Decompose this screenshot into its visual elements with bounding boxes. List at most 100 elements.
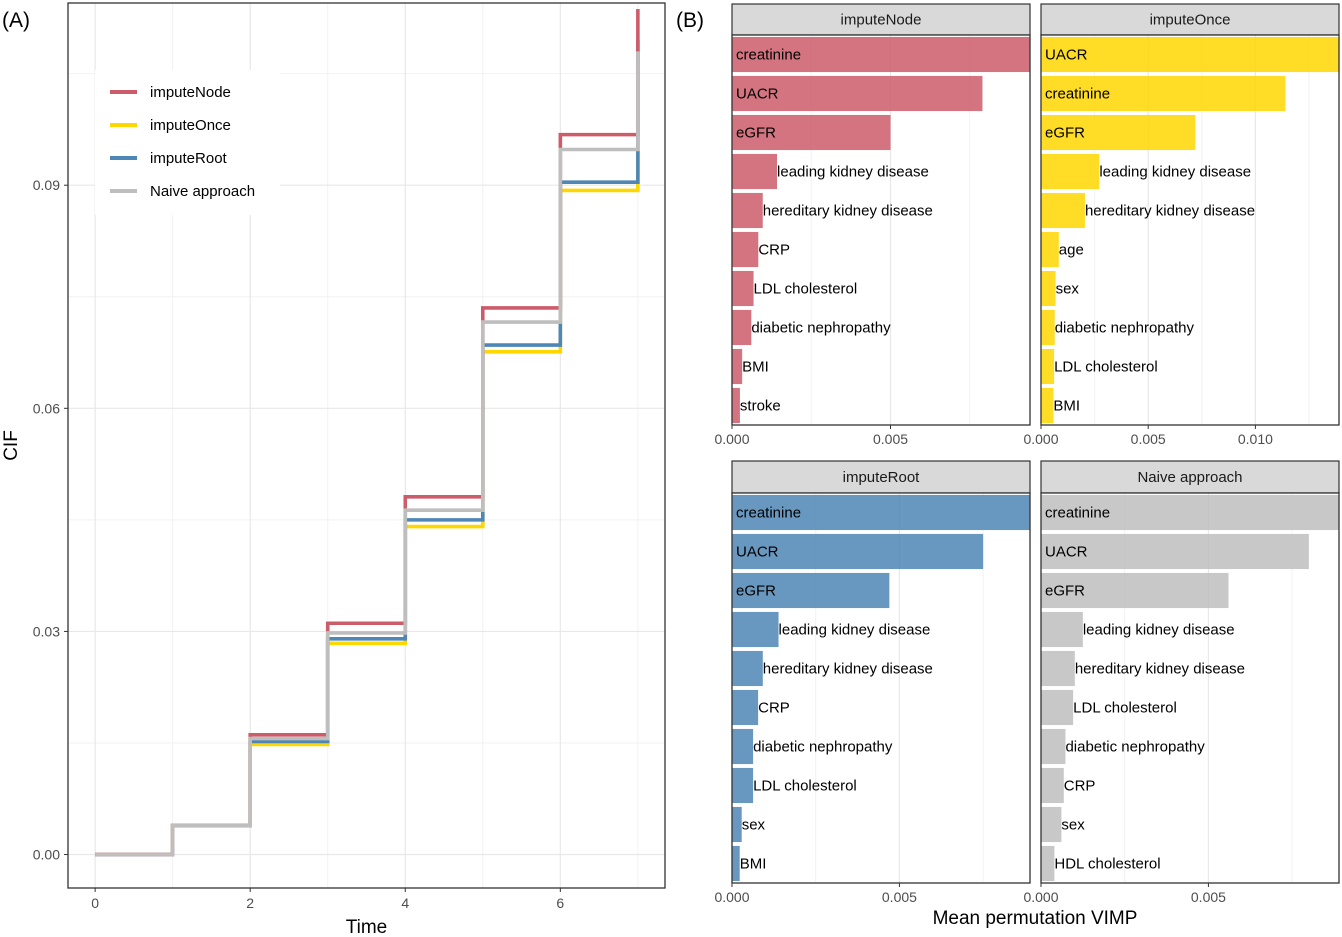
bar-label-leading-kidney-disease: leading kidney disease [777, 164, 929, 181]
facet-imputeonce: imputeOnce UACR creatinine eGFR leading kidn… [1023, 3, 1340, 447]
bar-bmi [1041, 387, 1054, 424]
vimp-facet-bar-charts: imputeNode creatinine UACR eGFR leading kidn… [714, 3, 1340, 905]
facet-strip-label: imputeOnce [1150, 12, 1231, 29]
bar-uacr [732, 75, 983, 112]
bar-label-bmi: BMI [740, 856, 767, 873]
facet-naive-approach: Naive approach creatinine UACR eGFR leading … [1023, 460, 1340, 905]
bar-label-sex: sex [742, 817, 766, 834]
bar-uacr [732, 533, 984, 570]
bar-creatinine [732, 36, 1030, 73]
facet-x-tick-label: 0.000 [714, 889, 749, 905]
facet-plot-border [731, 34, 1031, 426]
cif-y-tick-label: 0.09 [33, 177, 60, 193]
bar-egfr [732, 572, 890, 609]
cif-plot-border [67, 2, 666, 889]
facet-x-tick-label: 0.000 [1023, 431, 1058, 447]
facet-x-tick-label: 0.005 [1131, 431, 1166, 447]
bar-label-hereditary-kidney-disease: hereditary kidney disease [763, 203, 933, 220]
bar-label-hereditary-kidney-disease: hereditary kidney disease [1085, 203, 1255, 220]
legend-label-naive-approach: Naive approach [150, 183, 255, 200]
bar-label-diabetic-nephropathy: diabetic nephropathy [1055, 320, 1195, 337]
bar-label-bmi: BMI [742, 359, 769, 376]
cif-line-naive-approach [95, 51, 640, 857]
bar-label-leading-kidney-disease: leading kidney disease [779, 622, 931, 639]
legend-label-imputeonce: imputeOnce [150, 117, 231, 134]
panel-label-b: (B) [676, 9, 704, 32]
bar-bmi [732, 845, 740, 882]
facet-x-tick-label: 0.000 [714, 431, 749, 447]
bar-label-egfr: eGFR [736, 125, 776, 142]
bar-label-bmi: BMI [1053, 398, 1080, 415]
bar-ldl-cholesterol [1041, 348, 1055, 385]
bar-sex [1041, 270, 1056, 307]
bar-ldl-cholesterol [732, 767, 754, 804]
bar-label-ldl-cholesterol: LDL cholesterol [1054, 359, 1158, 376]
bar-label-sex: sex [1056, 281, 1080, 298]
bar-label-egfr: eGFR [1045, 125, 1085, 142]
cif-x-axis-label: Time [346, 917, 388, 937]
bar-label-uacr: UACR [1045, 47, 1088, 64]
facet-x-tick-label: 0.005 [873, 431, 908, 447]
bar-label-leading-kidney-disease: leading kidney disease [1099, 164, 1251, 181]
bar-label-diabetic-nephropathy: diabetic nephropathy [753, 739, 893, 756]
bar-diabetic-nephropathy [732, 309, 752, 346]
bar-diabetic-nephropathy [1041, 309, 1055, 346]
bar-ldl-cholesterol [732, 270, 754, 307]
bar-label-stroke: stroke [740, 398, 781, 415]
bar-label-crp: CRP [758, 700, 790, 717]
facet-strip [1040, 3, 1340, 36]
facet-plot-border [1040, 34, 1340, 426]
bar-label-ldl-cholesterol: LDL cholesterol [1073, 700, 1177, 717]
legend-label-imputenode: imputeNode [150, 84, 231, 101]
facet-plot-border [1040, 492, 1340, 884]
cif-x-tick-label: 2 [246, 895, 254, 911]
bar-label-hereditary-kidney-disease: hereditary kidney disease [763, 661, 933, 678]
bar-egfr [732, 114, 891, 151]
bar-hereditary-kidney-disease [1041, 192, 1085, 229]
bar-creatinine [1041, 75, 1286, 112]
bar-label-leading-kidney-disease: leading kidney disease [1083, 622, 1235, 639]
cif-y-tick-label: 0.03 [33, 623, 60, 639]
bar-creatinine [1041, 494, 1339, 531]
bar-diabetic-nephropathy [732, 728, 754, 765]
cif-step-chart: 0 2 4 60.000.030.060.09TimeCIFimputeNodeimp… [1, 2, 666, 937]
bar-egfr [1041, 114, 1196, 151]
facet-strip-label: imputeNode [841, 12, 922, 29]
bar-hereditary-kidney-disease [732, 650, 763, 687]
facet-imputeroot: imputeRoot creatinine UACR eGFR leading kidn… [714, 460, 1031, 905]
bar-hdl-cholesterol [1041, 845, 1055, 882]
bar-sex [1041, 806, 1062, 843]
cif-x-tick-label: 4 [401, 895, 409, 911]
bar-uacr [1041, 36, 1339, 73]
bar-label-sex: sex [1061, 817, 1085, 834]
cif-y-tick-label: 0.06 [33, 400, 60, 416]
bar-crp [732, 689, 759, 726]
facet-strip-label: imputeRoot [843, 469, 921, 486]
bar-label-uacr: UACR [1045, 544, 1088, 561]
bar-label-hereditary-kidney-disease: hereditary kidney disease [1075, 661, 1245, 678]
bar-leading-kidney-disease [1041, 611, 1083, 648]
legend-label-imputeroot: imputeRoot [150, 150, 228, 167]
bar-hereditary-kidney-disease [1041, 650, 1075, 687]
bar-label-age: age [1059, 242, 1084, 259]
facet-plot-border [731, 492, 1031, 884]
cif-x-tick-label: 6 [556, 895, 564, 911]
cif-x-tick-label: 0 [91, 895, 99, 911]
bar-label-ldl-cholesterol: LDL cholesterol [754, 281, 858, 298]
bar-age [1041, 231, 1059, 268]
facet-strip [1040, 460, 1340, 494]
bar-leading-kidney-disease [732, 153, 778, 190]
facet-strip [731, 3, 1031, 36]
bar-label-diabetic-nephropathy: diabetic nephropathy [1065, 739, 1205, 756]
bar-bmi [732, 348, 743, 385]
bar-label-uacr: UACR [736, 86, 779, 103]
bar-label-crp: CRP [758, 242, 790, 259]
bar-egfr [1041, 572, 1229, 609]
facet-strip-label: Naive approach [1137, 469, 1242, 486]
facet-x-tick-label: 0.005 [882, 889, 917, 905]
bar-ldl-cholesterol [1041, 689, 1074, 726]
bar-uacr [1041, 533, 1309, 570]
bar-label-diabetic-nephropathy: diabetic nephropathy [751, 320, 891, 337]
bar-label-uacr: UACR [736, 544, 779, 561]
